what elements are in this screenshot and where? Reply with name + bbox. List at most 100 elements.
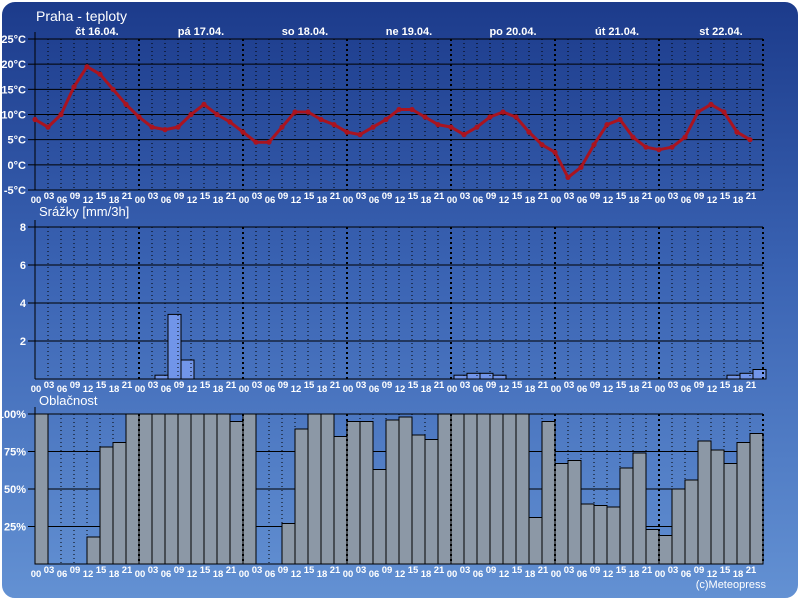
cloudiness-hour-label: 12	[499, 569, 510, 580]
temperature-point	[604, 122, 610, 128]
temperature-point	[58, 111, 64, 118]
temperature-point	[539, 142, 545, 148]
precipitation-hour-label: 03	[356, 380, 367, 391]
cloudiness-hour-label: 06	[265, 569, 276, 580]
precipitation-hour-label: 09	[382, 380, 393, 391]
temperature-hour-label: 12	[291, 195, 302, 206]
day-label: po 20.04.	[489, 26, 536, 38]
cloudiness-bar	[34, 413, 49, 565]
precipitation-hour-label: 15	[512, 380, 523, 391]
precipitation-bar	[479, 372, 494, 380]
precipitation-hour-label: 18	[629, 384, 640, 395]
temperature-hour-label: 21	[538, 191, 549, 202]
temperature-hour-label: 06	[57, 195, 68, 206]
cloudiness-bar	[294, 428, 309, 565]
precipitation-hour-label: 12	[291, 384, 302, 395]
cloudiness-bar	[749, 433, 764, 565]
temperature-hour-label: 15	[616, 191, 627, 202]
temperature-hour-label: 12	[499, 195, 510, 206]
temperature-hour-label: 21	[330, 191, 341, 202]
cloudiness-bar	[333, 436, 348, 565]
precipitation-bar	[154, 374, 169, 380]
precipitation-hour-label: 09	[694, 380, 705, 391]
cloudiness-hour-label: 03	[356, 565, 367, 576]
precipitation-hour-label: 06	[57, 384, 68, 395]
precipitation-hour-label: 03	[148, 380, 159, 391]
precipitation-bar	[167, 313, 182, 380]
precipitation-hour-label: 06	[265, 384, 276, 395]
cloudiness-bar	[372, 469, 387, 565]
day-label: čt 16.04.	[75, 26, 118, 38]
cloudiness-hour-label: 09	[486, 565, 497, 576]
temperature-point	[370, 124, 376, 130]
precipitation-hour-label: 18	[525, 384, 536, 395]
cloudiness-bar	[86, 536, 101, 565]
cloudiness-hour-label: 00	[655, 569, 666, 580]
temperature-hour-label: 09	[278, 191, 289, 202]
temperature-point	[383, 116, 389, 123]
temperature-hour-label: 06	[369, 195, 380, 206]
temperature-hour-label: 03	[252, 191, 263, 202]
cloudiness-hour-label: 09	[174, 565, 185, 576]
temperature-point	[201, 101, 207, 107]
temperature-point	[331, 122, 337, 128]
precipitation-hour-label: 00	[655, 384, 666, 395]
temperature-point	[721, 109, 727, 115]
temperature-hour-label: 00	[655, 195, 666, 206]
temperature-hour-label: 18	[317, 195, 328, 206]
cloudiness-bar	[125, 413, 140, 565]
temperature-hour-label: 06	[161, 195, 172, 206]
cloudiness-bar	[684, 479, 699, 565]
temperature-point	[409, 106, 415, 113]
cloudiness-y-tick-label: 75%	[4, 447, 26, 459]
cloudiness-hour-label: 09	[70, 565, 81, 576]
cloudiness-hour-label: 18	[733, 569, 744, 580]
temperature-hour-label: 15	[200, 191, 211, 202]
precipitation-hour-label: 15	[616, 380, 627, 391]
cloudiness-y-tick-label: 100%	[2, 409, 26, 421]
cloudiness-bar	[723, 463, 738, 565]
temperature-hour-label: 09	[694, 191, 705, 202]
temperature-hour-label: 03	[44, 191, 55, 202]
cloudiness-bar	[112, 442, 127, 565]
temperature-point	[318, 116, 324, 123]
cloudiness-hour-label: 18	[317, 569, 328, 580]
temperature-hour-label: 09	[70, 191, 81, 202]
temperature-hour-label: 12	[707, 195, 718, 206]
precipitation-hour-label: 18	[317, 384, 328, 395]
cloudiness-hour-label: 12	[83, 569, 94, 580]
temperature-point	[617, 116, 623, 123]
temperature-hour-label: 12	[395, 195, 406, 206]
temperature-point	[97, 71, 103, 77]
cloudiness-bar	[242, 413, 257, 565]
temperature-hour-label: 12	[603, 195, 614, 206]
temperature-hour-label: 06	[473, 195, 484, 206]
cloudiness-hour-label: 06	[577, 569, 588, 580]
precipitation-bar	[180, 359, 195, 380]
cloudiness-hour-label: 18	[629, 569, 640, 580]
cloudiness-bar	[203, 413, 218, 565]
precipitation-bar	[739, 372, 754, 380]
precipitation-hour-label: 03	[668, 380, 679, 391]
temperature-hour-label: 06	[577, 195, 588, 206]
precipitation-hour-label: 06	[161, 384, 172, 395]
precipitation-hour-label: 03	[44, 380, 55, 391]
precipitation-hour-label: 21	[746, 380, 757, 391]
precipitation-hour-label: 12	[499, 384, 510, 395]
cloudiness-hour-label: 12	[395, 569, 406, 580]
cloudiness-hour-label: 15	[616, 565, 627, 576]
cloudiness-hour-label: 15	[304, 565, 315, 576]
temperature-hour-label: 09	[174, 191, 185, 202]
temperature-point	[435, 122, 441, 128]
temperature-point	[578, 164, 584, 170]
cloudiness-hour-label: 21	[434, 565, 445, 576]
precipitation-hour-label: 00	[447, 384, 458, 395]
temperature-point	[643, 144, 649, 150]
precipitation-hour-label: 21	[642, 380, 653, 391]
temperature-point	[734, 129, 740, 135]
precipitation-hour-label: 00	[239, 384, 250, 395]
precipitation-hour-label: 00	[135, 384, 146, 395]
precipitation-bar	[726, 374, 741, 380]
temperature-point	[357, 132, 363, 138]
temperature-hour-label: 06	[265, 195, 276, 206]
